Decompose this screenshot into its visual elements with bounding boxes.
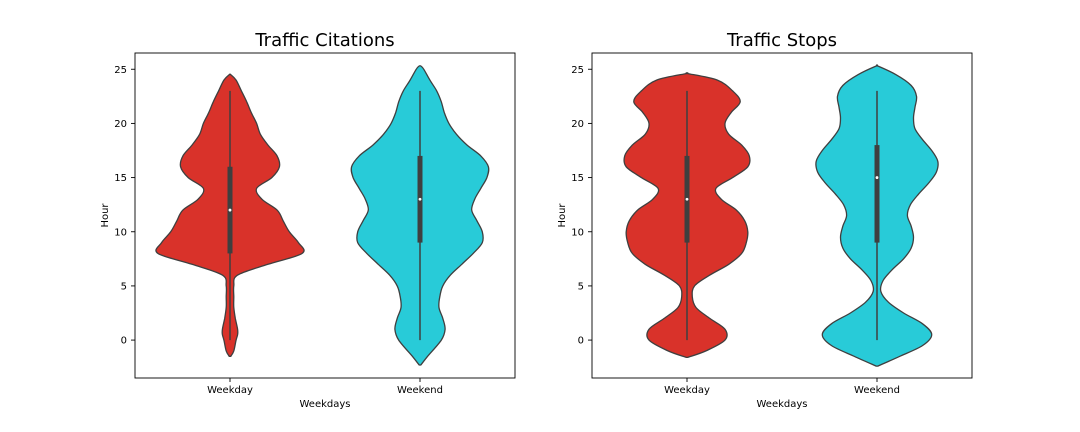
y-axis-label: Hour (100, 203, 111, 228)
plot-frame (134, 52, 516, 379)
y-tick-label: 0 (121, 336, 127, 347)
plot-frame (591, 52, 973, 379)
y-tick-label: 25 (571, 65, 584, 76)
y-tick-label: 20 (114, 119, 127, 130)
y-tick-label: 15 (571, 173, 584, 184)
y-tick-label: 20 (571, 119, 584, 130)
y-tick-label: 0 (578, 336, 584, 347)
y-tick-label: 5 (121, 281, 127, 292)
y-tick-label: 15 (114, 173, 127, 184)
y-axis-label: Hour (557, 203, 568, 228)
median-weekend (418, 197, 422, 201)
median-weekday (685, 197, 689, 201)
median-weekend (875, 176, 879, 179)
x-tick-label: Weekend (854, 385, 900, 396)
chart-title: Traffic Stops (726, 30, 837, 51)
x-tick-label: Weekend (397, 385, 443, 396)
x-axis-label: Weekdays (299, 399, 350, 410)
x-tick-label: Weekday (664, 385, 710, 396)
y-tick-label: 10 (571, 227, 584, 238)
y-tick-label: 5 (578, 281, 584, 292)
chart-title: Traffic Citations (254, 30, 394, 51)
iqr-box-weekend (874, 145, 880, 243)
y-tick-label: 25 (114, 65, 127, 76)
median-weekday (228, 208, 232, 212)
x-axis-label: Weekdays (756, 399, 807, 410)
x-tick-label: Weekday (207, 385, 253, 396)
y-tick-label: 10 (114, 227, 127, 238)
